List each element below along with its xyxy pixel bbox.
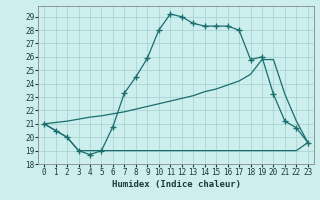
X-axis label: Humidex (Indice chaleur): Humidex (Indice chaleur): [111, 180, 241, 189]
